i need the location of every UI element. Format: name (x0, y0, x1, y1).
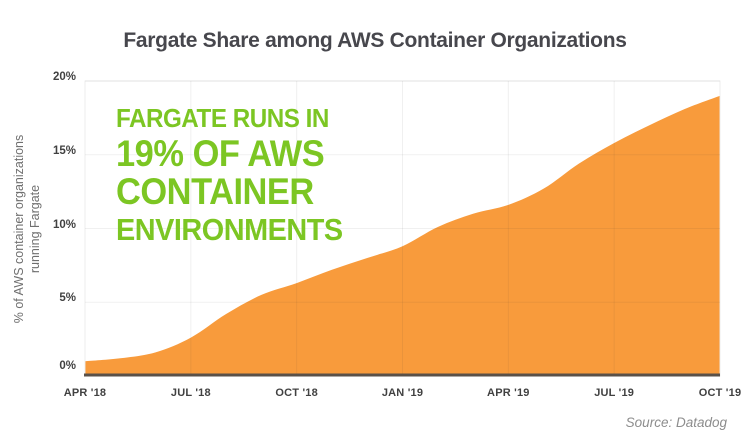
x-tick-label: OCT '19 (698, 387, 742, 399)
x-tick-label: JUL '19 (594, 387, 635, 399)
y-tick-label: 0% (59, 360, 76, 372)
annotation-line-2: 19% OF AWS (116, 133, 325, 174)
area-series-fargate (85, 95, 720, 376)
x-tick-label: OCT '18 (275, 387, 318, 399)
annotation-line-4: ENVIRONMENTS (116, 212, 343, 247)
x-tick-label: JAN '19 (381, 387, 424, 399)
x-tick-label: APR '19 (487, 387, 530, 399)
x-tick-label: JUL '18 (170, 387, 211, 399)
source-credit: Source: Datadog (625, 415, 727, 430)
y-tick-label: 10% (52, 218, 76, 231)
annotation-overlay: FARGATE RUNS IN 19% OF AWS CONTAINER ENV… (116, 102, 343, 249)
chart-title: Fargate Share among AWS Container Organi… (123, 29, 627, 52)
y-tick-label: 5% (59, 292, 76, 305)
x-tick-label: APR '18 (63, 387, 107, 399)
annotation-line-1: FARGATE RUNS IN (116, 103, 329, 133)
y-tick-label: 15% (52, 144, 76, 157)
annotation-line-3: CONTAINER (116, 171, 314, 212)
y-tick-label: 20% (52, 71, 76, 83)
y-axis-title-line-1: % of AWS container organizations (12, 134, 26, 324)
